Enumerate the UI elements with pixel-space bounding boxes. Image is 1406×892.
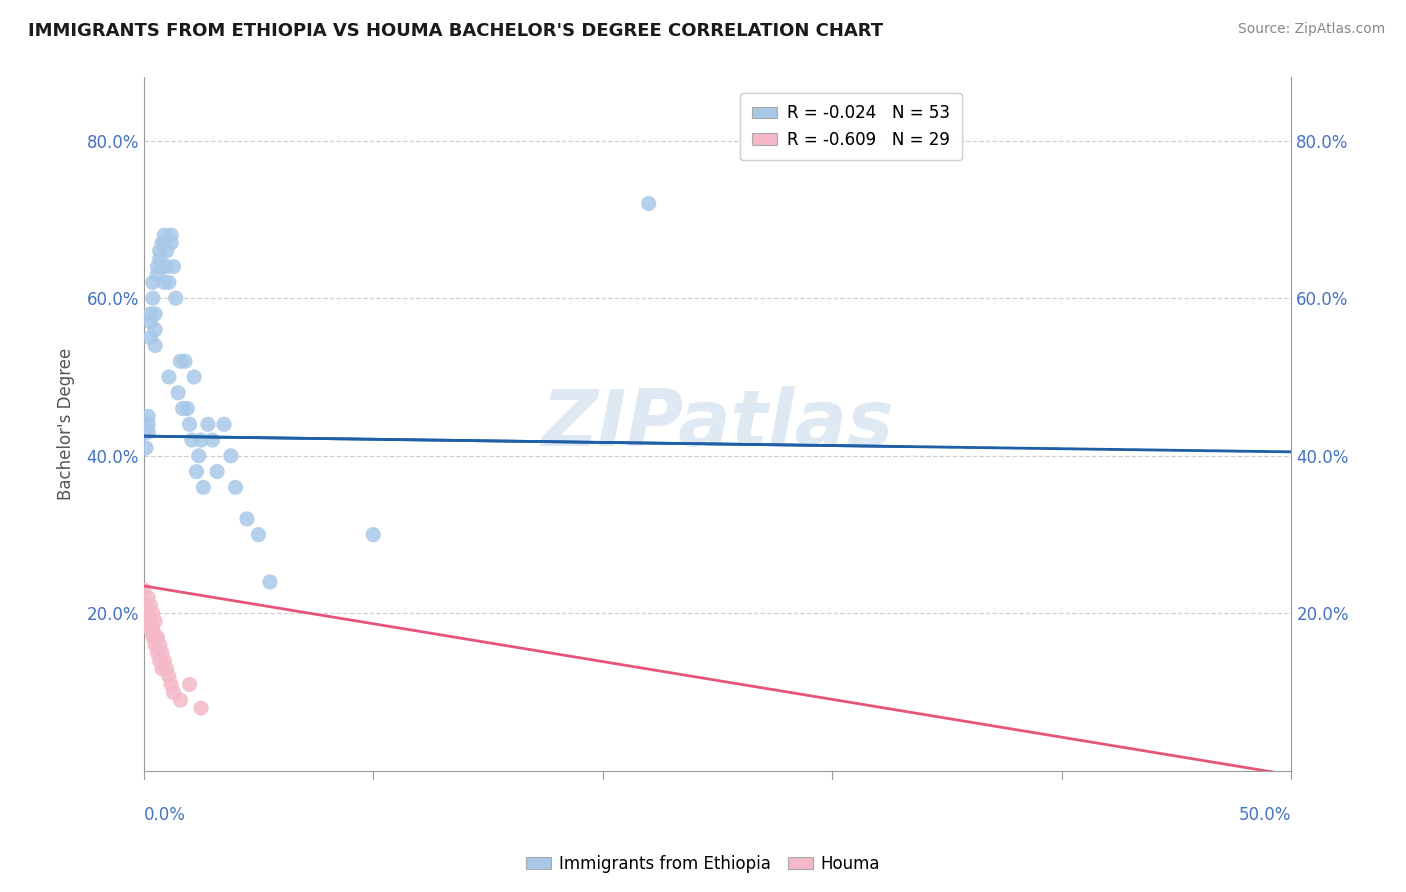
Point	[183, 370, 205, 384]
Legend: R = -0.024   N = 53, R = -0.609   N = 29: R = -0.024 N = 53, R = -0.609 N = 29	[741, 93, 962, 161]
Point	[155, 244, 177, 258]
Point	[149, 654, 172, 668]
Point	[236, 512, 259, 526]
Point	[139, 307, 162, 321]
Point	[143, 323, 166, 337]
Point	[160, 228, 183, 243]
Point	[219, 449, 242, 463]
Point	[180, 433, 202, 447]
Text: 0.0%: 0.0%	[143, 805, 186, 824]
Point	[160, 677, 183, 691]
Text: ZIPatlas: ZIPatlas	[541, 386, 894, 462]
Point	[139, 330, 162, 344]
Point	[136, 607, 159, 621]
Legend: Immigrants from Ethiopia, Houma: Immigrants from Ethiopia, Houma	[519, 848, 887, 880]
Point	[143, 638, 166, 652]
Point	[190, 433, 212, 447]
Point	[142, 630, 165, 644]
Point	[187, 449, 209, 463]
Point	[153, 228, 176, 243]
Text: 50.0%: 50.0%	[1239, 805, 1292, 824]
Point	[136, 409, 159, 424]
Point	[149, 252, 172, 266]
Point	[224, 480, 246, 494]
Point	[139, 615, 162, 629]
Point	[162, 260, 184, 274]
Point	[186, 465, 208, 479]
Point	[172, 401, 194, 416]
Point	[169, 354, 191, 368]
Point	[135, 607, 157, 621]
Point	[637, 196, 659, 211]
Point	[136, 591, 159, 605]
Point	[139, 622, 162, 636]
Point	[176, 401, 198, 416]
Point	[169, 693, 191, 707]
Point	[150, 235, 173, 250]
Point	[190, 701, 212, 715]
Point	[139, 315, 162, 329]
Point	[146, 630, 169, 644]
Point	[165, 291, 187, 305]
Point	[197, 417, 219, 432]
Point	[132, 582, 155, 597]
Point	[142, 607, 165, 621]
Point	[174, 354, 197, 368]
Point	[157, 669, 180, 683]
Point	[146, 646, 169, 660]
Point	[259, 574, 281, 589]
Point	[143, 630, 166, 644]
Point	[143, 338, 166, 352]
Point	[149, 244, 172, 258]
Point	[179, 677, 201, 691]
Point	[142, 276, 165, 290]
Point	[136, 615, 159, 629]
Point	[150, 646, 173, 660]
Point	[212, 417, 235, 432]
Point	[139, 599, 162, 613]
Point	[146, 268, 169, 282]
Point	[149, 638, 172, 652]
Point	[162, 685, 184, 699]
Point	[157, 370, 180, 384]
Point	[146, 260, 169, 274]
Point	[135, 599, 157, 613]
Point	[150, 260, 173, 274]
Point	[143, 615, 166, 629]
Point	[135, 441, 157, 455]
Point	[179, 417, 201, 432]
Point	[143, 307, 166, 321]
Point	[136, 417, 159, 432]
Point	[167, 385, 190, 400]
Point	[142, 291, 165, 305]
Point	[155, 662, 177, 676]
Point	[247, 527, 270, 541]
Point	[153, 654, 176, 668]
Point	[157, 276, 180, 290]
Point	[205, 465, 228, 479]
Point	[153, 235, 176, 250]
Point	[361, 527, 384, 541]
Point	[153, 276, 176, 290]
Y-axis label: Bachelor's Degree: Bachelor's Degree	[58, 348, 75, 500]
Point	[150, 662, 173, 676]
Text: Source: ZipAtlas.com: Source: ZipAtlas.com	[1237, 22, 1385, 37]
Point	[155, 260, 177, 274]
Point	[160, 235, 183, 250]
Point	[135, 425, 157, 439]
Point	[142, 622, 165, 636]
Point	[136, 425, 159, 439]
Point	[193, 480, 215, 494]
Point	[201, 433, 224, 447]
Text: IMMIGRANTS FROM ETHIOPIA VS HOUMA BACHELOR'S DEGREE CORRELATION CHART: IMMIGRANTS FROM ETHIOPIA VS HOUMA BACHEL…	[28, 22, 883, 40]
